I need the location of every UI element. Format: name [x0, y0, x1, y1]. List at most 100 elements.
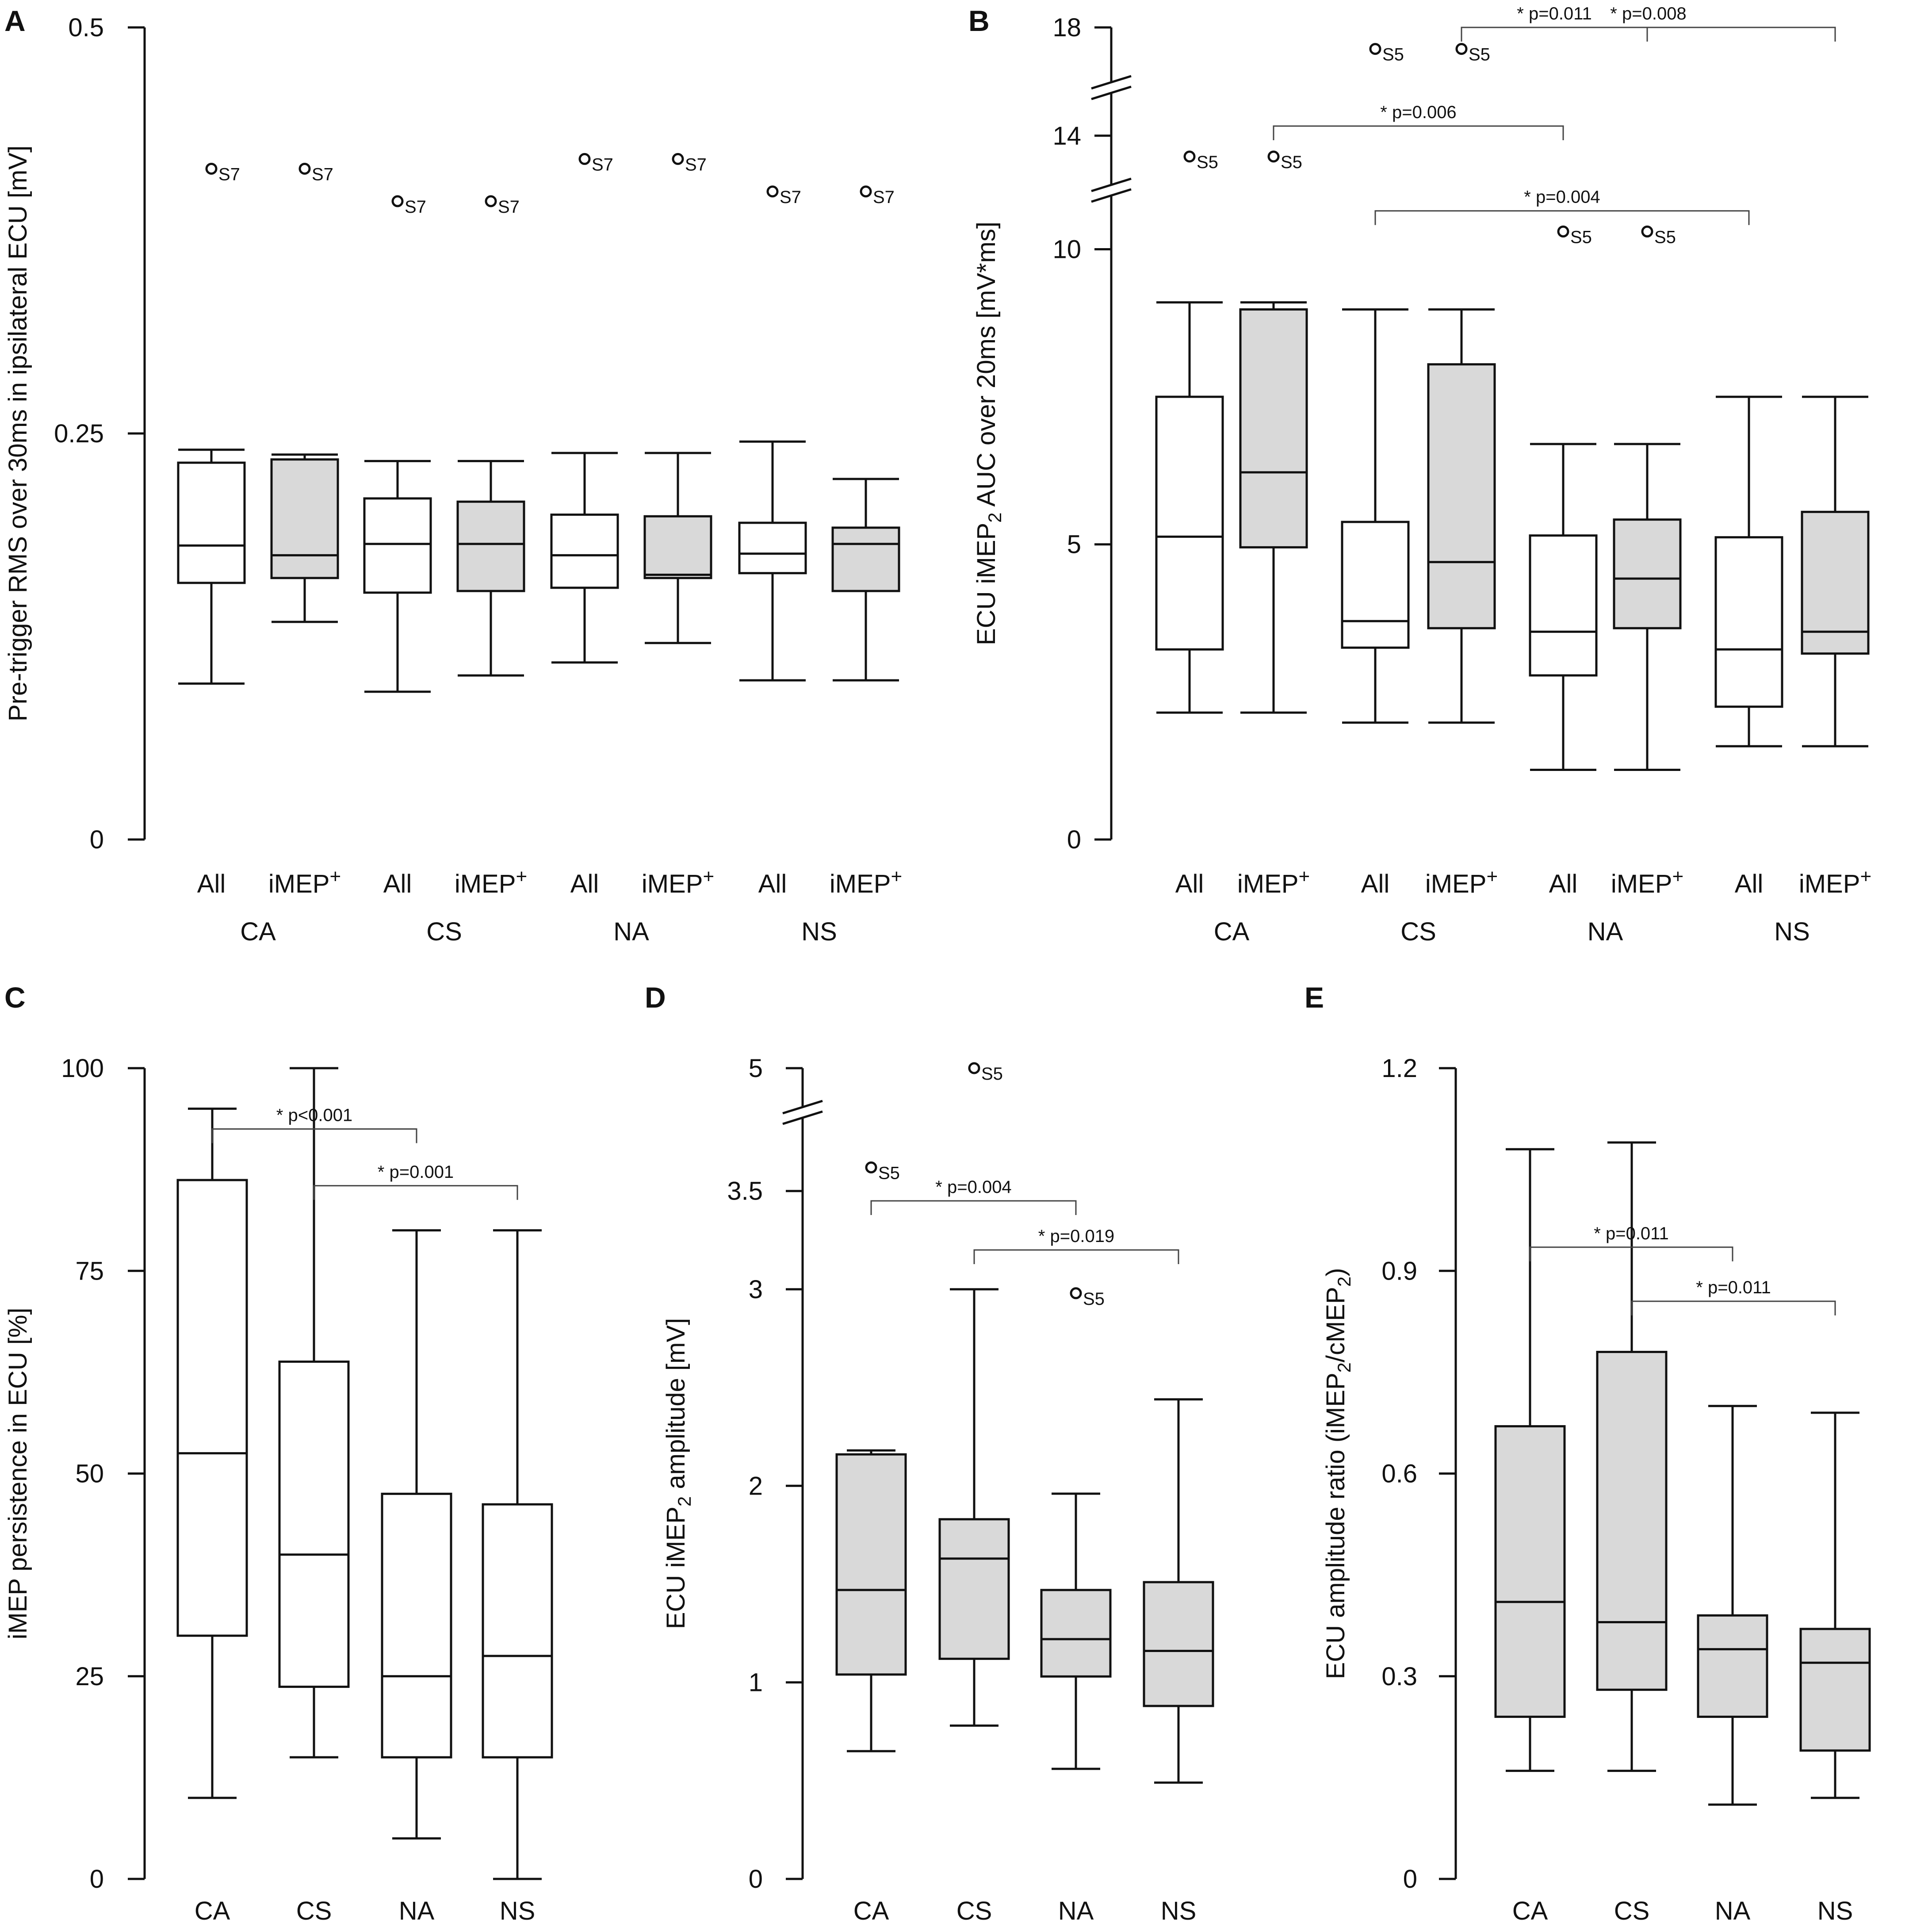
y-tick-label: 10 [1052, 235, 1081, 264]
bracket-label: * p=0.011 [1696, 1278, 1771, 1297]
x-group-label: CA [1214, 917, 1250, 946]
outlier-label: S7 [592, 155, 613, 174]
bracket-line [211, 1128, 417, 1143]
x-category-label: CA [853, 1897, 889, 1925]
axis-break-mark [1091, 75, 1132, 90]
outlier-marker [1267, 150, 1280, 163]
x-category-label: NS [500, 1897, 536, 1925]
panel-letter: B [968, 4, 990, 37]
iqr-box [1801, 510, 1870, 655]
outlier-label: S7 [218, 165, 240, 184]
outlier-label: S7 [780, 188, 801, 207]
outlier: S7 [391, 195, 426, 217]
y-tick-label: 0 [1403, 1865, 1417, 1894]
box-na-all [1529, 443, 1598, 771]
y-tick-label: 0.5 [68, 13, 104, 42]
y-axis-label-subscript: 2 [984, 512, 1005, 522]
bracket-label: * p=0.011 [1517, 4, 1591, 23]
outlier: S5 [1641, 225, 1676, 247]
x-subcategory-label-text: iMEP [268, 870, 330, 898]
y-axis-label-part: ECU iMEP [972, 523, 1001, 645]
outlier-label: S5 [878, 1163, 900, 1183]
y-tick-label: 0.3 [1381, 1662, 1417, 1691]
x-subcategory-label: All [1361, 870, 1389, 898]
outlier: S5 [1183, 150, 1218, 172]
y-tick-label: 0 [90, 825, 104, 854]
box-ns [482, 1229, 553, 1880]
bracket-line [973, 1249, 1179, 1265]
significance-bracket: * p=0.004 [1374, 188, 1750, 225]
box-na-imep-positive [643, 452, 712, 644]
iqr-box [643, 515, 712, 579]
y-tick-label: 75 [75, 1257, 104, 1285]
significance-bracket: * p=0.008 [1461, 4, 1836, 42]
box-ca-all [177, 448, 246, 685]
y-tick-label: 25 [75, 1662, 104, 1691]
x-subcategory-label-text: iMEP [1799, 870, 1860, 898]
y-axis-label-part: /cMEP [1321, 1287, 1350, 1362]
x-group-label: CS [1400, 917, 1436, 946]
x-group-label: NA [1588, 917, 1623, 946]
significance-bracket: * p=0.011 [1529, 1224, 1733, 1261]
x-subcategory-label: All [1549, 870, 1577, 898]
y-axis-label-part: amplitude [mV] [662, 1318, 690, 1496]
bracket-line [1631, 1300, 1836, 1315]
outlier-marker [391, 195, 404, 207]
box-cs [1596, 1141, 1668, 1772]
outlier: S5 [1369, 43, 1404, 65]
x-category-label: CA [1512, 1897, 1548, 1925]
y-tick-label: 3 [749, 1275, 763, 1304]
x-subcategory-label: iMEP+ [268, 866, 341, 898]
x-subcategory-label: iMEP+ [830, 866, 902, 898]
y-tick-label: 5 [749, 1054, 763, 1083]
x-subcategory-label: All [758, 870, 787, 898]
x-group-label: NS [1774, 917, 1810, 946]
outlier: S5 [1267, 150, 1302, 172]
bracket-line [1273, 125, 1564, 140]
panel-letter: E [1305, 981, 1324, 1014]
bracket-line [1529, 1246, 1733, 1261]
x-group-label: CS [426, 917, 462, 946]
x-subcategory-label-superscript: + [516, 866, 527, 887]
outlier: S5 [1455, 43, 1490, 65]
y-tick-label: 50 [75, 1460, 104, 1488]
y-axis-label-subscript: 2 [1334, 1276, 1354, 1287]
y-tick-label: 14 [1052, 122, 1081, 150]
y-axis-label-part: ECU amplitude ratio (iMEP [1321, 1372, 1350, 1679]
y-tick-label: 18 [1052, 13, 1081, 42]
x-subcategory-label-superscript: + [891, 866, 902, 887]
outlier-marker [1455, 43, 1468, 55]
y-axis-label-part: AUC over 20ms [mV*ms] [972, 222, 1001, 512]
bracket-line [870, 1200, 1077, 1215]
x-subcategory-label: All [570, 870, 599, 898]
iqr-box [381, 1492, 452, 1759]
iqr-box [831, 526, 900, 592]
y-axis-label: ECU amplitude ratio (iMEP2/cMEP2) [1321, 1268, 1354, 1679]
outlier: S5 [865, 1161, 900, 1183]
iqr-box [1697, 1614, 1768, 1718]
x-subcategory-label: All [1175, 870, 1204, 898]
box-cs-imep-positive [1427, 308, 1496, 724]
box-cs-imep-positive [456, 460, 525, 677]
outlier-marker [1557, 225, 1569, 238]
outlier-label: S7 [498, 197, 520, 217]
outlier: S7 [298, 162, 333, 184]
y-tick-label: 3.5 [727, 1177, 763, 1206]
outlier-marker [298, 162, 311, 175]
iqr-box [1613, 518, 1682, 629]
x-subcategory-label-text: iMEP [830, 870, 891, 898]
bracket-label: * p=0.004 [1524, 188, 1600, 207]
iqr-box [835, 1453, 907, 1676]
x-subcategory-label-text: iMEP [1237, 870, 1299, 898]
box-ca [1494, 1148, 1566, 1772]
x-subcategory-label-text: iMEP [455, 870, 516, 898]
panel-b: B 0 5 10 14 18 ECU iMEP2 AUC over 20ms [mV*ms]… [968, 4, 1871, 946]
iqr-box [363, 497, 432, 594]
panel-letter: A [4, 4, 26, 37]
outlier-label: S5 [1570, 227, 1592, 247]
outlier-label: S5 [1281, 153, 1302, 172]
y-tick-label: 100 [61, 1054, 104, 1083]
axis-break-mark [782, 1110, 823, 1125]
bracket-label: * p=0.019 [1038, 1227, 1114, 1246]
